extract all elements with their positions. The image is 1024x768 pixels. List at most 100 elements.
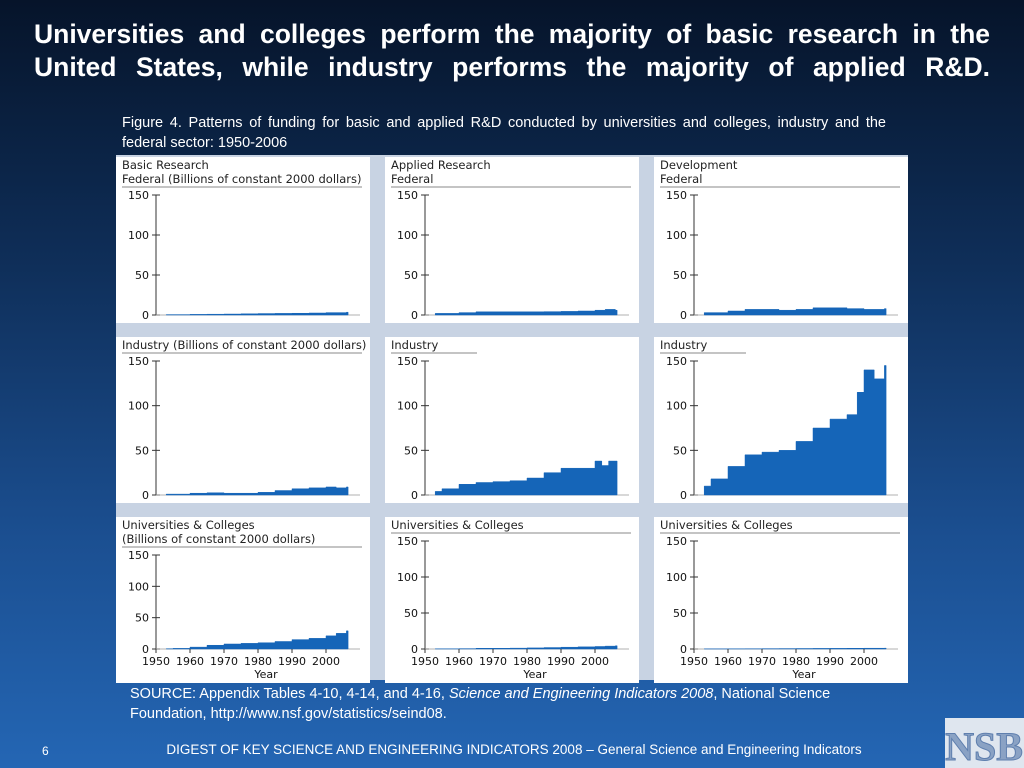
y-tick-label: 0 bbox=[142, 309, 149, 322]
source-publication: Science and Engineering Indicators 2008 bbox=[448, 686, 714, 702]
y-tick-label: 150 bbox=[128, 549, 149, 562]
y-tick-label: 0 bbox=[680, 309, 687, 322]
chart-title-line: Development bbox=[660, 158, 738, 172]
x-axis-label: Year bbox=[791, 668, 816, 681]
source-note: SOURCE: Appendix Tables 4-10, 4-14, and … bbox=[130, 684, 900, 724]
x-tick-label: 1950 bbox=[142, 655, 170, 668]
x-tick-label: 1970 bbox=[210, 655, 238, 668]
y-tick-label: 0 bbox=[680, 643, 687, 656]
chart-panel: Basic Research Federal (Billions of const… bbox=[116, 157, 370, 323]
x-tick-label: 1970 bbox=[479, 655, 507, 668]
x-tick-label: 1960 bbox=[714, 655, 742, 668]
series-area bbox=[703, 307, 887, 316]
chart-title-line: Universities & Colleges bbox=[660, 518, 793, 532]
chart-panel: Universities & Colleges 0 50 100 150 1950 1960… bbox=[654, 517, 908, 683]
chart-title-line: Industry (Billions of constant 2000 doll… bbox=[122, 338, 366, 352]
chart-panel: Industry 0 50 100 150 bbox=[385, 337, 639, 503]
y-tick-label: 150 bbox=[128, 355, 149, 368]
y-tick-label: 100 bbox=[128, 229, 149, 242]
chart-title-line: Industry bbox=[660, 338, 707, 352]
chart-title-line: Federal bbox=[660, 172, 702, 186]
y-tick-label: 50 bbox=[135, 269, 149, 282]
chart-svg: Universities & Colleges(Billions of cons… bbox=[122, 518, 362, 681]
x-axis-label: Year bbox=[522, 668, 547, 681]
series-area bbox=[165, 311, 349, 316]
chart-title-line: Universities & Colleges bbox=[122, 518, 255, 532]
chart-panel: Universities & Colleges 0 50 100 150 1950 1960… bbox=[385, 517, 639, 683]
y-tick-label: 150 bbox=[397, 535, 418, 548]
chart-svg: Industry 0 50 100 150 bbox=[660, 338, 898, 502]
y-tick-label: 150 bbox=[666, 189, 687, 202]
chart-panel: Applied Research Federal 0 50 100 150 bbox=[385, 157, 639, 323]
x-tick-label: 2000 bbox=[312, 655, 340, 668]
chart-title-line: Applied Research bbox=[391, 158, 491, 172]
x-tick-label: 2000 bbox=[581, 655, 609, 668]
x-tick-label: 1990 bbox=[547, 655, 575, 668]
y-tick-label: 150 bbox=[666, 535, 687, 548]
chart-title-line: Universities & Colleges bbox=[391, 518, 524, 532]
y-tick-label: 50 bbox=[673, 444, 687, 457]
logo-background bbox=[945, 718, 1024, 768]
y-tick-label: 0 bbox=[411, 643, 418, 656]
x-tick-label: 1960 bbox=[176, 655, 204, 668]
chart-panel: Development Federal 0 50 100 150 bbox=[654, 157, 908, 323]
y-tick-label: 100 bbox=[397, 571, 418, 584]
x-tick-label: 1990 bbox=[278, 655, 306, 668]
chart-svg: Universities & Colleges 0 50 100 150 1950 1960… bbox=[391, 518, 631, 681]
y-tick-label: 0 bbox=[411, 309, 418, 322]
chart-panel-grid: Basic Research Federal (Billions of const… bbox=[116, 155, 908, 683]
x-tick-label: 1970 bbox=[748, 655, 776, 668]
y-tick-label: 100 bbox=[397, 400, 418, 413]
series-area bbox=[434, 645, 618, 650]
source-suffix: , National Science Foundation, http://ww… bbox=[130, 686, 831, 722]
y-tick-label: 0 bbox=[142, 643, 149, 656]
y-tick-label: 50 bbox=[404, 444, 418, 457]
chart-title-line: (Billions of constant 2000 dollars) bbox=[122, 532, 315, 546]
series-area bbox=[434, 309, 618, 316]
y-tick-label: 150 bbox=[666, 355, 687, 368]
series-area bbox=[434, 460, 618, 496]
x-tick-label: 1960 bbox=[445, 655, 473, 668]
logo-text: NSB bbox=[945, 724, 1023, 768]
series-area bbox=[703, 647, 887, 650]
y-tick-label: 100 bbox=[666, 400, 687, 413]
y-tick-label: 100 bbox=[128, 580, 149, 593]
y-tick-label: 50 bbox=[673, 269, 687, 282]
chart-panel: Industry (Billions of constant 2000 doll… bbox=[116, 337, 370, 503]
chart-title-line: Federal bbox=[391, 172, 433, 186]
y-tick-label: 0 bbox=[680, 489, 687, 502]
page-number: 6 bbox=[42, 744, 49, 758]
x-tick-label: 2000 bbox=[850, 655, 878, 668]
x-tick-label: 1990 bbox=[816, 655, 844, 668]
chart-svg: Universities & Colleges 0 50 100 150 1950 1960… bbox=[660, 518, 900, 681]
footer-text: DIGEST OF KEY SCIENCE AND ENGINEERING IN… bbox=[166, 742, 862, 757]
chart-svg: Industry (Billions of constant 2000 doll… bbox=[122, 338, 366, 502]
y-tick-label: 0 bbox=[411, 489, 418, 502]
source-prefix: SOURCE: Appendix Tables 4-10, 4-14, and … bbox=[130, 686, 449, 702]
nsb-logo: NSB bbox=[945, 718, 1024, 768]
series-area bbox=[165, 486, 349, 496]
y-tick-label: 50 bbox=[404, 269, 418, 282]
x-axis-label: Year bbox=[253, 668, 278, 681]
x-tick-label: 1980 bbox=[513, 655, 541, 668]
x-tick-label: 1950 bbox=[680, 655, 708, 668]
y-tick-label: 100 bbox=[128, 400, 149, 413]
chart-svg: Industry 0 50 100 150 bbox=[391, 338, 629, 502]
y-tick-label: 100 bbox=[666, 571, 687, 584]
chart-title-line: Federal (Billions of constant 2000 dolla… bbox=[122, 172, 361, 186]
y-tick-label: 50 bbox=[673, 607, 687, 620]
slide-title: Universities and colleges perform the ma… bbox=[34, 19, 990, 82]
series-area bbox=[165, 630, 349, 650]
chart-panel: Industry 0 50 100 150 bbox=[654, 337, 908, 503]
y-tick-label: 50 bbox=[135, 612, 149, 625]
x-tick-label: 1980 bbox=[782, 655, 810, 668]
x-tick-label: 1980 bbox=[244, 655, 272, 668]
x-tick-label: 1950 bbox=[411, 655, 439, 668]
y-tick-label: 150 bbox=[397, 355, 418, 368]
y-tick-label: 0 bbox=[142, 489, 149, 502]
y-tick-label: 100 bbox=[397, 229, 418, 242]
figure-caption: Figure 4. Patterns of funding for basic … bbox=[122, 115, 886, 151]
